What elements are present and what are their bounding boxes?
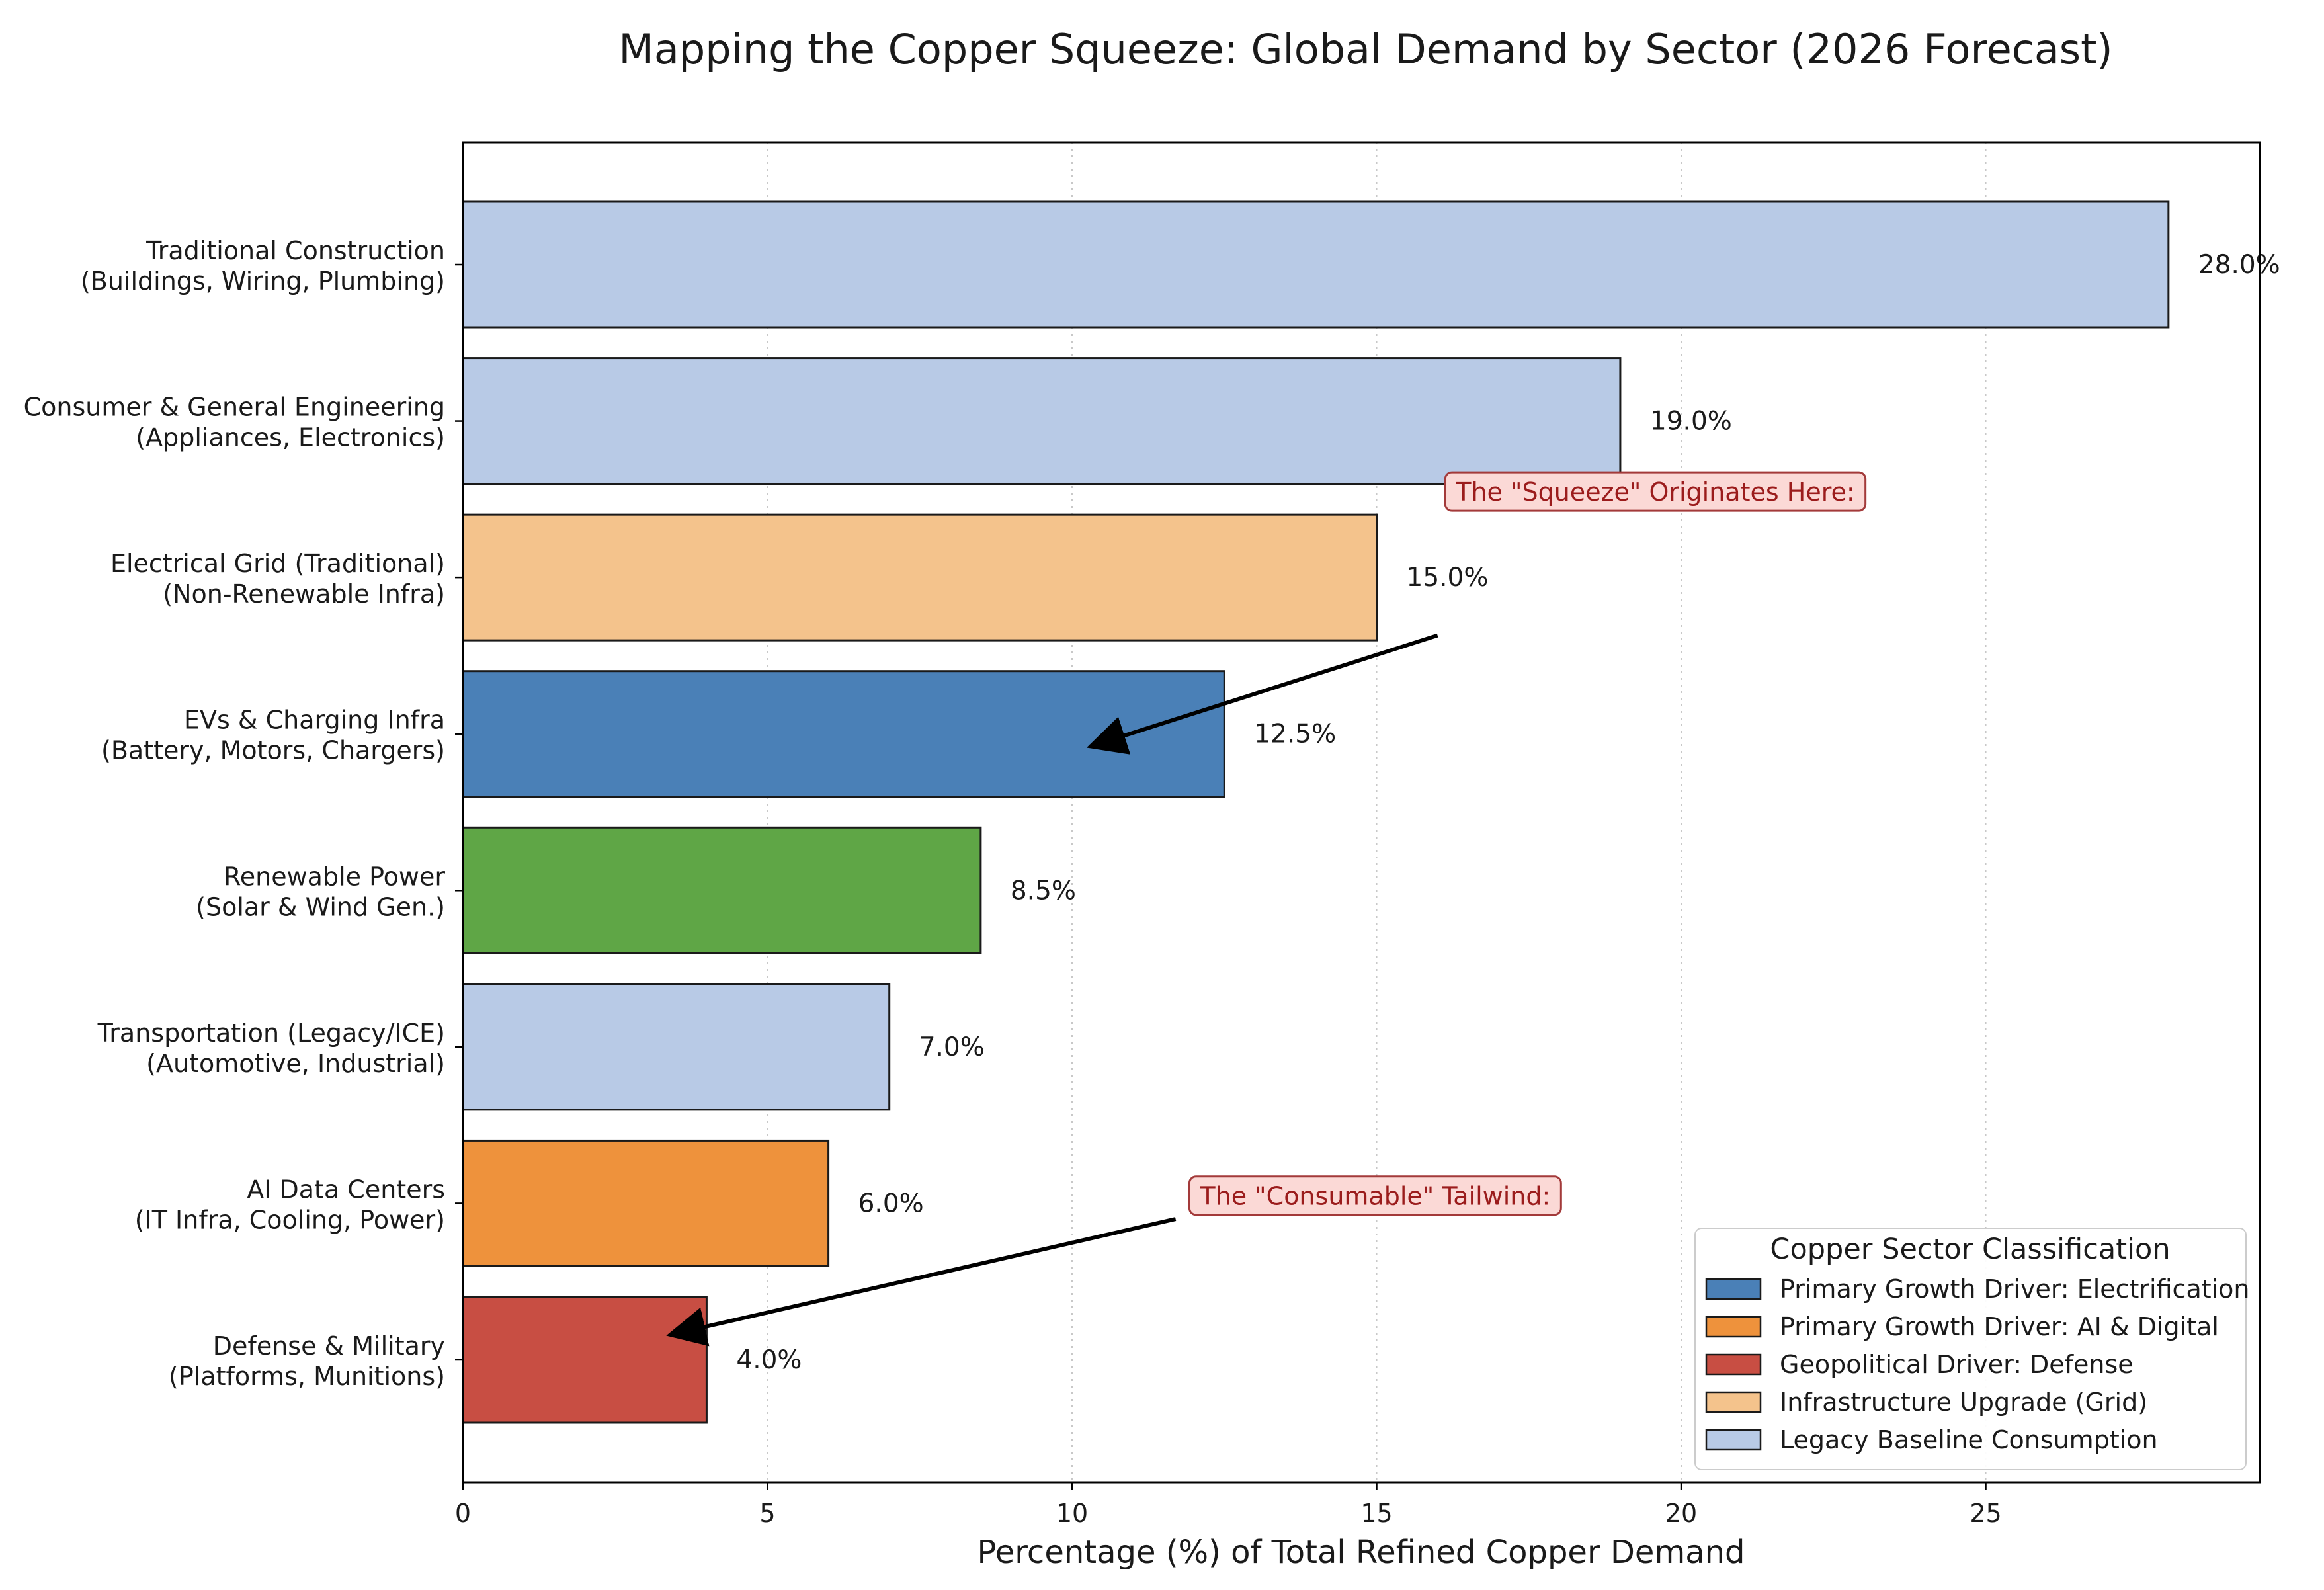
annotations: The "Squeeze" Originates Here: The "Consu… [666,471,1867,1347]
bar [462,1296,708,1424]
annotation-arrow [666,1217,1177,1347]
category-label-line2: (Non-Renewable Infra) [163,579,445,608]
legend-label: Infrastructure Upgrade (Grid) [1780,1388,2147,1417]
category-label-line1: Electrical Grid (Traditional) [110,549,445,578]
bar [462,1139,830,1267]
category-label-line1: Transportation (Legacy/ICE) [97,1019,445,1048]
bar [462,357,1622,485]
category-label-line1: EVs & Charging Infra [184,706,445,735]
bar [462,670,1225,798]
legend-label: Legacy Baseline Consumption [1780,1425,2158,1454]
annotation-box [1188,1175,1562,1216]
bar-value-label: 28.0% [2198,250,2280,280]
bar [462,983,891,1111]
x-axis-ticks: 0 5 10 15 20 25 [455,1482,2002,1528]
legend-label: Primary Growth Driver: Electrification [1780,1275,2250,1304]
grid-lines [767,142,1987,1482]
x-tick-label: 15 [1360,1499,1392,1528]
annotation-text: The "Consumable" Tailwind: [1199,1182,1550,1211]
category-label-line2: (Appliances, Electronics) [136,423,445,452]
legend-frame [1694,1228,2247,1470]
legend-label: Primary Growth Driver: AI & Digital [1780,1312,2219,1341]
legend: Copper Sector Classification Primary Gro… [1694,1228,2250,1470]
x-tick-label: 0 [455,1499,471,1528]
bars [462,200,2170,1424]
bar [462,200,2170,329]
category-label-line2: (Platforms, Munitions) [169,1362,445,1391]
category-label-line1: Defense & Military [213,1331,445,1360]
legend-swatch [1705,1316,1762,1338]
category-label-line2: (IT Infra, Cooling, Power) [135,1205,445,1234]
category-label-line1: Renewable Power [224,862,445,891]
legend-label: Geopolitical Driver: Defense [1780,1350,2134,1379]
legend-items: Primary Growth Driver: Electrification Pr… [1705,1275,2250,1454]
value-labels: 28.0% 19.0% 15.0% 12.5% 8.5% 7.0% 6.0% 4.0% [736,250,2280,1375]
bar-value-label: 19.0% [1650,407,1732,437]
plot-frame [462,141,2261,1484]
legend-swatch [1705,1353,1762,1376]
legend-swatch [1705,1429,1762,1451]
category-label-line2: (Solar & Wind Gen.) [196,892,445,921]
annotation-arrow [1086,633,1438,755]
bar-value-label: 12.5% [1254,720,1336,749]
bar-value-label: 15.0% [1407,563,1489,593]
annotation-box [1444,471,1867,512]
bar-value-label: 8.5% [1011,876,1076,905]
annotation-text: The "Squeeze" Originates Here: [1455,478,1854,507]
chart-title: Mapping the Copper Squeeze: Global Deman… [618,25,2112,73]
x-tick-label: 5 [759,1499,775,1528]
legend-swatch [1705,1391,1762,1413]
category-labels: Traditional Construction(Buildings, Wiri… [24,236,463,1391]
x-tick-label: 25 [1970,1499,2001,1528]
category-label-line2: (Automotive, Industrial) [146,1049,445,1078]
x-tick-label: 10 [1056,1499,1088,1528]
bar [462,513,1378,642]
bar-value-label: 6.0% [858,1189,924,1218]
category-label-line1: AI Data Centers [247,1175,445,1204]
category-label-line1: Traditional Construction [145,236,445,265]
legend-title: Copper Sector Classification [1770,1233,2170,1266]
category-label-line2: (Buildings, Wiring, Plumbing) [81,267,445,296]
category-label-line2: (Battery, Motors, Chargers) [101,736,445,765]
x-axis-label: Percentage (%) of Total Refined Copper D… [977,1534,1745,1571]
legend-swatch [1705,1278,1762,1300]
bar-value-label: 7.0% [919,1032,985,1062]
category-label-line1: Consumer & General Engineering [24,393,445,422]
bar [462,826,982,954]
bar-value-label: 4.0% [736,1345,802,1375]
x-tick-label: 20 [1665,1499,1697,1528]
